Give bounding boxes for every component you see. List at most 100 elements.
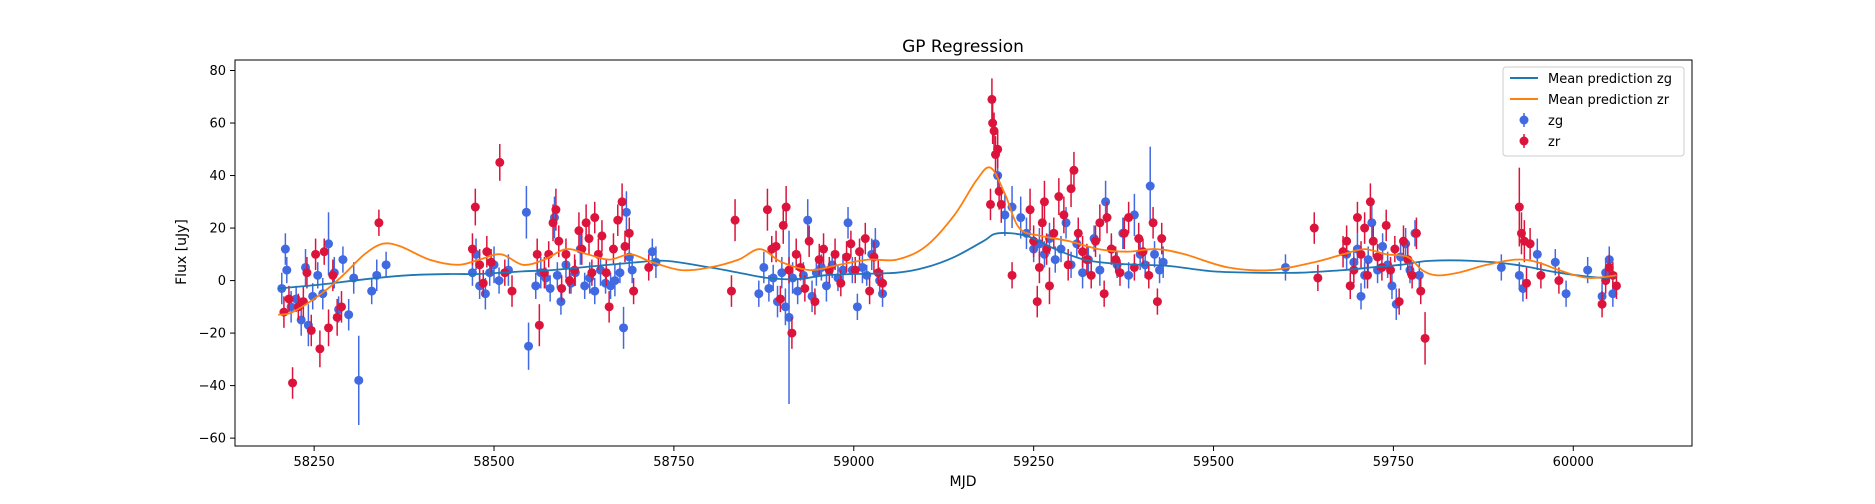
y-tick-label: 0 — [218, 274, 226, 289]
y-tick-label: −40 — [199, 379, 226, 394]
point-zr — [1407, 270, 1417, 280]
point-zg — [524, 341, 534, 351]
point-zg — [590, 286, 600, 296]
point-zr — [608, 244, 618, 254]
legend: Mean prediction zg Mean prediction zr zg… — [1502, 66, 1685, 157]
point-zg — [627, 265, 637, 275]
legend-swatch-zg — [1519, 113, 1529, 127]
point-zg — [1561, 289, 1571, 299]
point-zg — [1155, 265, 1165, 275]
point-zg — [777, 268, 787, 278]
point-zr — [1554, 276, 1564, 286]
point-zr — [1611, 281, 1621, 291]
point-zg — [1414, 270, 1424, 280]
point-zr — [319, 247, 329, 257]
point-zg — [1532, 249, 1542, 259]
point-zr — [1416, 286, 1426, 296]
point-zr — [1360, 223, 1370, 233]
point-zr — [557, 283, 567, 293]
y-tick-label: 60 — [209, 117, 226, 132]
point-zr — [836, 278, 846, 288]
point-zr — [1536, 270, 1546, 280]
point-zr — [730, 215, 740, 225]
point-zr — [478, 278, 488, 288]
point-zr — [1115, 268, 1125, 278]
point-zg — [367, 286, 377, 296]
point-zr — [1063, 260, 1073, 270]
point-zr — [850, 265, 860, 275]
point-zr — [302, 268, 312, 278]
point-zg — [354, 375, 364, 385]
point-zg — [1158, 257, 1168, 267]
point-zr — [495, 157, 505, 167]
point-zr — [791, 249, 801, 259]
point-zr — [1309, 223, 1319, 233]
point-zr — [1411, 228, 1421, 238]
point-zr — [590, 213, 600, 223]
point-zg — [870, 239, 880, 249]
point-zg — [313, 270, 323, 280]
point-zg — [1583, 265, 1593, 275]
point-zg — [647, 247, 657, 257]
point-zg — [282, 265, 292, 275]
point-zg — [821, 281, 831, 291]
point-zg — [467, 268, 477, 278]
point-zg — [1124, 270, 1134, 280]
point-zr — [1054, 192, 1064, 202]
point-zg — [580, 281, 590, 291]
point-zr — [534, 320, 544, 330]
point-zr — [1007, 270, 1017, 280]
point-zr — [482, 247, 492, 257]
point-zr — [1522, 278, 1532, 288]
point-zr — [1138, 247, 1148, 257]
legend-label-zg-mean: Mean prediction zg — [1548, 72, 1672, 87]
point-zr — [1148, 218, 1158, 228]
point-zr — [1144, 270, 1154, 280]
point-zr — [1099, 289, 1109, 299]
point-zr — [1373, 252, 1383, 262]
legend-label-zg: zg — [1548, 114, 1563, 129]
point-zg — [1514, 270, 1524, 280]
point-zr — [1420, 333, 1430, 343]
point-zg — [1496, 262, 1506, 272]
point-zr — [467, 244, 477, 254]
point-zr — [1597, 299, 1607, 309]
point-zg — [764, 283, 774, 293]
point-zr — [846, 239, 856, 249]
point-zr — [620, 241, 630, 251]
point-zr — [830, 249, 840, 259]
point-zg — [1078, 268, 1088, 278]
point-zr — [784, 265, 794, 275]
point-zr — [328, 270, 338, 280]
point-zr — [1111, 255, 1121, 265]
point-zg — [381, 260, 391, 270]
point-zr — [771, 241, 781, 251]
x-tick-label: 60000 — [1553, 455, 1594, 470]
mean-prediction-zg-line — [278, 232, 1617, 290]
point-zr — [996, 199, 1006, 209]
point-zg — [1356, 291, 1366, 301]
point-zg — [1608, 289, 1618, 299]
point-zr — [486, 257, 496, 267]
plot-frame — [234, 59, 1693, 447]
point-zr — [1381, 220, 1391, 230]
point-zr — [1124, 213, 1134, 223]
point-zr — [860, 234, 870, 244]
x-tick-label: 59000 — [833, 455, 874, 470]
point-zg — [344, 310, 354, 320]
point-zr — [1390, 244, 1400, 254]
point-zg — [1016, 213, 1026, 223]
point-zr — [865, 286, 875, 296]
y-tick-label: 40 — [209, 169, 226, 184]
legend-box — [1502, 66, 1685, 157]
point-zr — [987, 94, 997, 104]
point-zr — [288, 378, 298, 388]
point-zr — [617, 197, 627, 207]
point-zg — [615, 268, 625, 278]
point-zg — [1000, 210, 1010, 220]
point-zr — [1363, 270, 1373, 280]
point-zr — [1049, 228, 1059, 238]
point-zg — [531, 281, 541, 291]
point-zr — [810, 297, 820, 307]
point-zr — [587, 268, 597, 278]
